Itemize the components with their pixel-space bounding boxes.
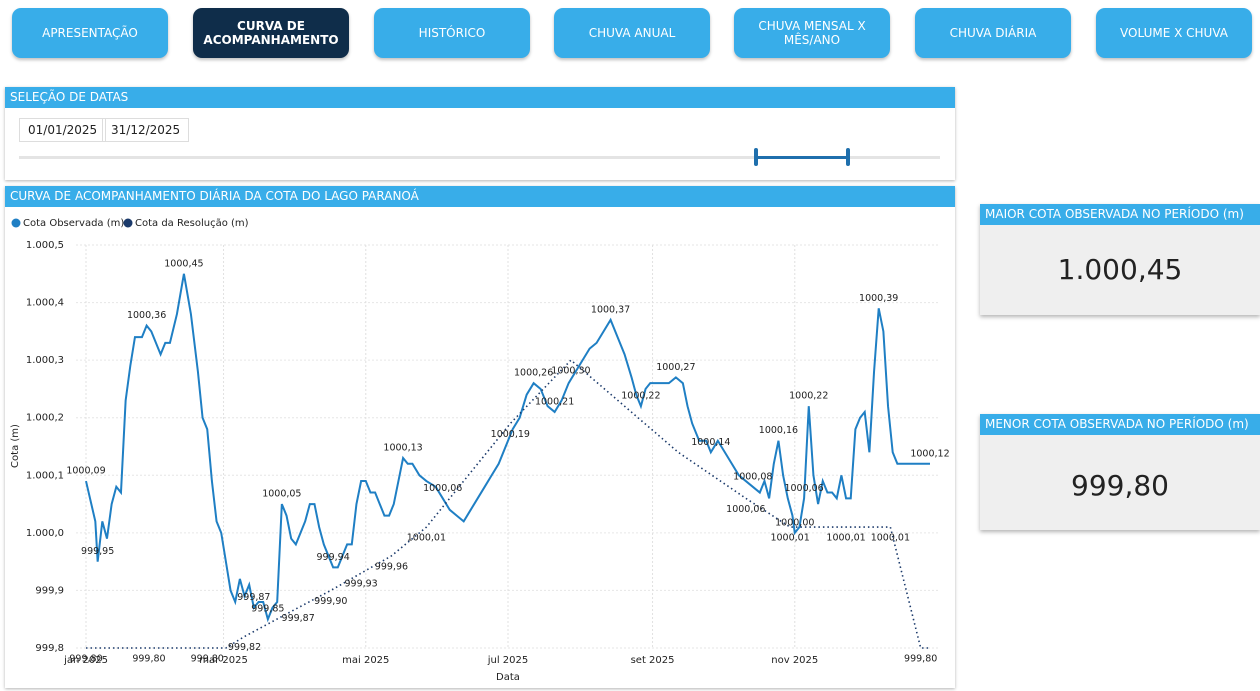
data-label: 1000,09 xyxy=(66,466,105,477)
y-tick-label: 1.000,0 xyxy=(26,528,64,539)
nav-button[interactable]: HISTÓRICO xyxy=(374,8,530,58)
slider-handle[interactable] xyxy=(846,148,850,166)
data-label: 999,96 xyxy=(375,561,408,572)
data-label: 1000,26 xyxy=(514,368,553,379)
data-label: 1000,27 xyxy=(656,362,695,373)
y-tick-label: 999,8 xyxy=(35,643,64,654)
x-axis-title: Data xyxy=(496,672,520,683)
slider-range xyxy=(756,156,848,159)
end-date[interactable]: 31/12/2025 xyxy=(102,118,190,142)
data-label: 1000,19 xyxy=(491,429,530,440)
y-axis-title: Cota (m) xyxy=(10,424,21,468)
kpi-value: 999,80 xyxy=(1071,469,1169,502)
legend-marker xyxy=(123,218,133,228)
data-label: 999,87 xyxy=(282,613,315,624)
nav-button[interactable]: CHUVA DIÁRIA xyxy=(915,8,1071,58)
data-label: 1000,01 xyxy=(407,533,446,544)
x-tick-label: nov 2025 xyxy=(771,655,818,666)
date-panel: SELEÇÃO DE DATAS xyxy=(5,87,955,180)
legend-label: Cota da Resolução (m) xyxy=(135,218,249,229)
data-label: 1000,05 xyxy=(262,489,301,500)
data-label: 1000,12 xyxy=(910,448,949,459)
x-tick-label: mar 2025 xyxy=(199,655,248,666)
data-label: 1000,45 xyxy=(164,258,203,269)
x-tick-label: jan 2025 xyxy=(63,655,108,666)
data-label: 999,93 xyxy=(344,579,377,590)
data-label: 1000,39 xyxy=(859,293,898,304)
data-label: 999,82 xyxy=(228,642,261,653)
data-label: 1000,30 xyxy=(551,366,590,377)
x-tick-label: jul 2025 xyxy=(487,655,529,666)
chart-title: CURVA DE ACOMPANHAMENTO DIÁRIA DA COTA D… xyxy=(5,186,955,207)
series-line xyxy=(85,273,930,623)
slider-handle[interactable] xyxy=(754,148,758,166)
data-label: 1000,01 xyxy=(826,533,865,544)
data-label: 1000,36 xyxy=(127,310,166,321)
nav-button[interactable]: VOLUME X CHUVA xyxy=(1096,8,1252,58)
nav-button[interactable]: APRESENTAÇÃO xyxy=(12,8,168,58)
start-date[interactable]: 01/01/2025 xyxy=(19,118,107,142)
y-tick-label: 1.000,4 xyxy=(26,298,64,309)
data-label: 1000,06 xyxy=(423,483,462,494)
data-label: 1000,22 xyxy=(789,391,828,402)
x-tick-label: set 2025 xyxy=(631,655,675,666)
nav-button[interactable]: CHUVA ANUAL xyxy=(554,8,710,58)
date-panel-title: SELEÇÃO DE DATAS xyxy=(5,87,955,108)
data-label: 999,80 xyxy=(904,654,937,665)
slider-track xyxy=(19,156,940,159)
data-label: 999,90 xyxy=(314,596,347,607)
data-label: 999,95 xyxy=(81,546,114,557)
data-label: 1000,14 xyxy=(691,437,730,448)
legend-label: Cota Observada (m) xyxy=(23,218,124,229)
nav-button[interactable]: CHUVA MENSAL X MÊS/ANO xyxy=(734,8,890,58)
data-label: 1000,01 xyxy=(871,533,910,544)
data-label: 1000,13 xyxy=(383,443,422,454)
y-tick-label: 999,9 xyxy=(35,585,64,596)
chart-panel: CURVA DE ACOMPANHAMENTO DIÁRIA DA COTA D… xyxy=(5,186,955,688)
legend-marker xyxy=(11,218,21,228)
y-tick-label: 1.000,2 xyxy=(26,413,64,424)
data-label: 1000,06 xyxy=(784,483,823,494)
data-label: 999,94 xyxy=(317,552,350,563)
data-label: 999,87 xyxy=(237,592,270,603)
data-label: 1000,22 xyxy=(621,391,660,402)
data-label: 999,80 xyxy=(191,654,224,665)
y-tick-label: 1.000,5 xyxy=(26,240,64,251)
data-label: 1000,21 xyxy=(535,396,574,407)
data-label: 1000,16 xyxy=(759,425,798,436)
data-label: 1000,00 xyxy=(775,517,814,528)
data-label: 1000,37 xyxy=(591,304,630,315)
series-line xyxy=(86,359,930,649)
y-tick-label: 1.000,3 xyxy=(26,355,64,366)
data-label: 999,80 xyxy=(132,654,165,665)
kpi-title: MAIOR COTA OBSERVADA NO PERÍODO (m) xyxy=(980,204,1260,225)
kpi-card: MENOR COTA OBSERVADA NO PERÍODO (m) 999,… xyxy=(980,414,1260,530)
nav-button[interactable]: CURVA DE ACOMPANHAMENTO xyxy=(193,8,349,58)
data-label: 1000,01 xyxy=(770,533,809,544)
data-label: 1000,08 xyxy=(733,471,772,482)
data-label: 999,80 xyxy=(69,654,102,665)
kpi-card: MAIOR COTA OBSERVADA NO PERÍODO (m) 1.00… xyxy=(980,204,1260,315)
data-label: 1000,06 xyxy=(726,504,765,515)
x-tick-label: mai 2025 xyxy=(342,655,389,666)
kpi-value: 1.000,45 xyxy=(1057,253,1183,286)
y-tick-label: 1.000,1 xyxy=(26,470,64,481)
kpi-title: MENOR COTA OBSERVADA NO PERÍODO (m) xyxy=(980,414,1260,435)
data-label: 999,85 xyxy=(251,604,284,615)
